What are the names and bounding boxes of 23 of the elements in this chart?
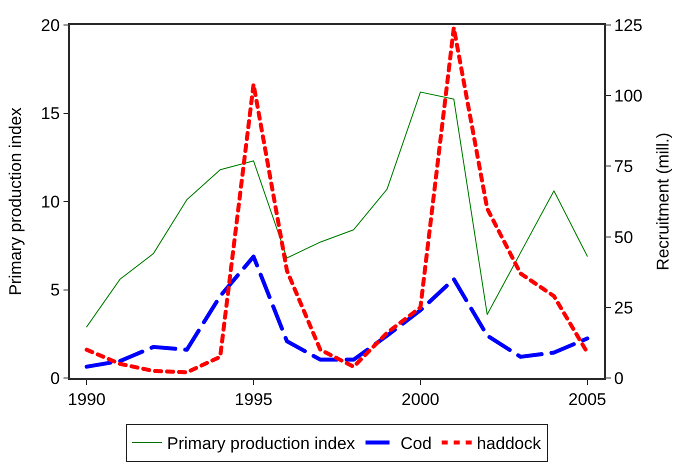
line-series [84, 254, 590, 369]
y-axis-title: Primary production index [6, 106, 25, 296]
y2-tick-label: 75 [614, 157, 634, 176]
legend-label: Cod [400, 434, 432, 454]
y2-tick-label: 125 [614, 16, 643, 35]
y-tick-label: 20 [40, 16, 60, 35]
y-tick-label: 15 [40, 104, 60, 124]
y-tick-label: 5 [50, 280, 60, 300]
line-series [86, 92, 588, 328]
x-tick-label: 1990 [68, 390, 106, 410]
y2-tick-label: 100 [614, 86, 643, 106]
legend-label: haddock [476, 434, 542, 454]
y2-tick-label: 50 [614, 228, 634, 247]
y-tick-label: 10 [40, 192, 60, 212]
x-tick-label: 2000 [402, 390, 440, 410]
legend-label: Primary production index [167, 434, 356, 454]
line-series [84, 26, 590, 374]
x-tick-label: 1995 [234, 390, 272, 410]
y2-tick-label: 0 [614, 368, 624, 388]
y-tick-label: 0 [50, 368, 60, 388]
y2-tick-label: 25 [614, 298, 634, 318]
x-tick-label: 2005 [568, 390, 606, 410]
y2-axis-title: Recruitment (mill.) [653, 132, 672, 270]
